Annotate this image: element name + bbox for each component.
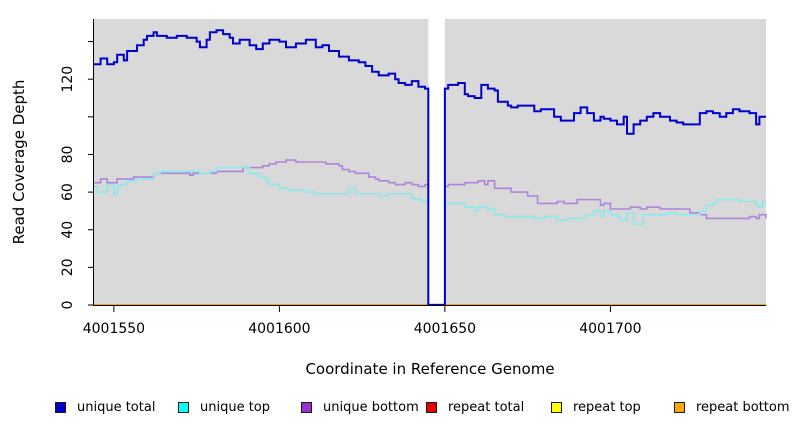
y-tick-label: 120 xyxy=(60,66,76,93)
repeat-bottom-swatch-icon xyxy=(674,401,685,413)
y-tick-label: 80 xyxy=(60,146,76,164)
unique-top-swatch-icon xyxy=(178,401,189,413)
legend-label: unique total xyxy=(77,399,156,415)
repeat-total-swatch-icon xyxy=(426,401,437,413)
coverage-gap-band xyxy=(428,19,445,303)
unique-bottom-swatch-icon xyxy=(301,401,312,413)
x-tick-label: 4001650 xyxy=(414,321,476,337)
y-tick-label: 0 xyxy=(60,301,76,310)
legend-label: repeat bottom xyxy=(696,399,790,415)
legend-item-repeat-total: repeat total xyxy=(426,399,524,415)
legend-item-unique-bottom: unique bottom xyxy=(301,399,419,415)
y-axis-title: Read Coverage Depth xyxy=(10,79,28,245)
repeat-top-swatch-icon xyxy=(551,401,562,413)
x-axis-title: Coordinate in Reference Genome xyxy=(305,360,555,378)
unique-total-swatch-icon xyxy=(55,401,66,413)
legend-label: unique top xyxy=(200,399,271,415)
legend-item-unique-top: unique top xyxy=(178,399,270,415)
legend-label: repeat total xyxy=(448,399,525,415)
legend-label: repeat top xyxy=(573,399,641,415)
y-tick-label: 20 xyxy=(60,258,76,276)
x-tick-label: 4001700 xyxy=(579,321,641,337)
y-tick-label: 60 xyxy=(60,183,76,201)
x-tick-label: 4001600 xyxy=(248,321,310,337)
y-tick-label: 40 xyxy=(60,221,76,239)
series-unique-total-line xyxy=(94,29,766,306)
x-tick-label: 4001550 xyxy=(83,321,145,337)
coverage-plot: 0 20 40 60 80 120 4001550 4001600 4001650 4001700 xyxy=(60,19,767,337)
legend-item-repeat-top: repeat top xyxy=(551,399,641,415)
legend-item-repeat-bottom: repeat bottom xyxy=(674,399,790,415)
legend-label: unique bottom xyxy=(323,399,419,415)
legend-item-unique-total: unique total xyxy=(55,399,155,415)
